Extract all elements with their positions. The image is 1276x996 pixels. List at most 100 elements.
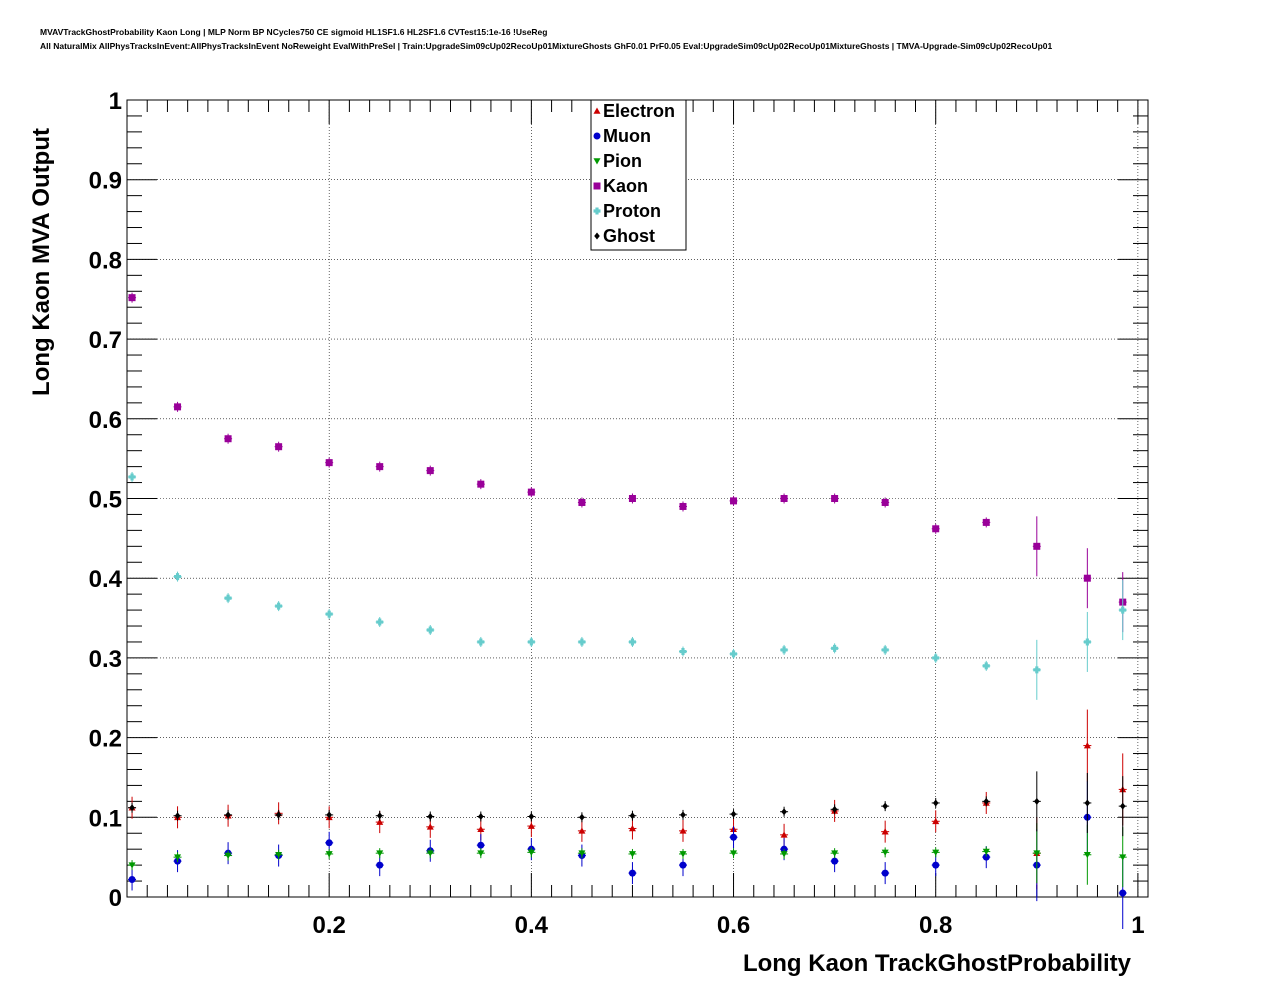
data-point: [932, 817, 940, 825]
data-point: [578, 498, 586, 506]
data-point: [679, 648, 687, 656]
data-point: [275, 811, 282, 819]
data-point: [679, 861, 687, 869]
data-series: [128, 292, 1127, 930]
data-point: [982, 853, 990, 861]
legend-entry-ghost: Ghost: [594, 226, 655, 246]
data-point: [831, 644, 839, 652]
data-point: [527, 638, 535, 646]
data-point: [780, 831, 788, 838]
data-point: [628, 824, 636, 832]
x-tick-label: 0.8: [919, 912, 952, 939]
legend-entry-muon: Muon: [593, 126, 651, 146]
data-point: [982, 518, 990, 526]
data-point: [224, 435, 232, 443]
data-point: [679, 851, 687, 858]
data-point: [224, 852, 232, 860]
data-point: [579, 813, 585, 821]
axis-ticks: [127, 99, 1148, 898]
data-point: [1083, 851, 1091, 859]
legend-entry-kaon: Kaon: [593, 176, 648, 196]
data-point: [1083, 574, 1091, 582]
legend-entry-proton: Proton: [593, 201, 661, 221]
legend-marker: [593, 182, 601, 190]
data-point: [932, 799, 939, 807]
data-point: [426, 467, 434, 475]
data-point: [427, 813, 434, 821]
legend-marker: [593, 158, 601, 165]
axis-tick-labels: 0 0.1 0.2 0.3 0.4 0.5 0.6 0.7 0.8 0.9 1 0.2 0.4 0.6 0.…: [89, 88, 1145, 939]
legend-label: Proton: [603, 201, 661, 221]
chart-title-line-1: MVAVTrackGhostProbability Kaon Long | ML…: [40, 27, 548, 37]
series-proton: [128, 471, 1127, 700]
legend-label: Muon: [603, 126, 651, 146]
data-point: [730, 850, 738, 857]
data-point: [129, 804, 135, 812]
data-point: [982, 848, 990, 856]
data-point: [881, 828, 889, 835]
data-point: [1119, 854, 1127, 861]
legend-box: [590, 99, 687, 251]
data-point: [578, 827, 586, 834]
x-tick-label: 0.6: [717, 912, 750, 939]
data-point: [426, 823, 434, 830]
data-point: [426, 850, 434, 857]
data-point: [376, 850, 384, 857]
y-axis-label: Long Kaon MVA Output: [28, 128, 55, 396]
data-point: [882, 802, 888, 810]
data-point: [578, 638, 586, 646]
data-point: [781, 808, 787, 816]
data-point: [325, 459, 333, 467]
data-point: [1083, 638, 1091, 646]
data-point: [578, 850, 586, 857]
x-axis-label: Long Kaon TrackGhostProbability: [743, 950, 1132, 977]
series-electron: [128, 709, 1127, 890]
data-point: [628, 638, 636, 646]
data-point: [477, 638, 485, 646]
data-point: [527, 822, 535, 829]
data-point: [730, 810, 737, 818]
data-point: [527, 849, 535, 856]
legend-label: Kaon: [603, 176, 648, 196]
y-tick-label: 0.8: [89, 247, 122, 274]
data-point: [932, 654, 940, 662]
y-tick-label: 0.6: [89, 407, 122, 434]
data-point: [730, 650, 738, 658]
data-point: [1119, 802, 1126, 810]
legend-entry-pion: Pion: [593, 151, 642, 171]
data-point: [426, 626, 434, 634]
data-point: [478, 813, 484, 821]
data-point: [932, 861, 940, 869]
data-point: [932, 525, 940, 533]
legend-label: Ghost: [603, 226, 655, 246]
data-point: [376, 463, 384, 471]
y-tick-label: 0.9: [89, 168, 122, 195]
data-point: [275, 851, 283, 859]
data-point: [376, 818, 384, 825]
data-point: [679, 502, 687, 510]
chart-title-line-2: All NaturalMix AllPhysTracksInEvent:AllP…: [40, 41, 1053, 51]
data-point: [1033, 850, 1041, 857]
data-point: [128, 875, 136, 883]
data-point: [528, 813, 535, 821]
data-point: [376, 812, 383, 820]
data-point: [477, 841, 485, 849]
data-point: [1033, 666, 1041, 674]
x-tick-label: 1: [1131, 912, 1144, 939]
data-point: [325, 839, 333, 847]
data-point: [326, 811, 332, 819]
data-point: [325, 851, 333, 858]
data-point: [680, 811, 686, 819]
data-point: [730, 833, 738, 841]
legend-label: Pion: [603, 151, 642, 171]
data-point: [128, 473, 136, 481]
data-point: [831, 495, 839, 502]
y-tick-label: 1: [109, 88, 122, 115]
data-point: [780, 851, 788, 858]
legend-entry-electron: Electron: [593, 101, 675, 121]
data-point: [1034, 797, 1040, 805]
grid: [127, 100, 1148, 897]
data-point: [225, 811, 231, 819]
data-point: [780, 646, 788, 654]
data-point: [275, 443, 283, 451]
